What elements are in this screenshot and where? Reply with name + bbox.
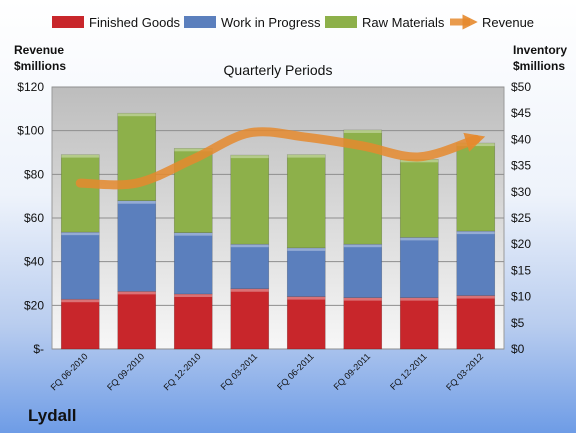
bar-raw-materials-7 <box>456 142 496 232</box>
revenue-line-path <box>75 127 486 190</box>
bar-highlight-2-4 <box>287 154 326 158</box>
company-name: Lydall <box>28 406 77 425</box>
legend-label-raw-materials: Raw Materials <box>362 15 445 30</box>
x-tick-label-1: FQ 09-2010 <box>105 351 146 392</box>
legend-label-finished-goods: Finished Goods <box>89 15 181 30</box>
bar-raw-materials-0 <box>60 154 100 233</box>
bar-highlight-0-7 <box>456 295 495 299</box>
bar-raw-materials-6 <box>399 159 439 238</box>
right-tick-label-1: $5 <box>511 316 525 330</box>
legend: Finished Goods Work in Progress Raw Mate… <box>52 14 534 30</box>
bar-finished-goods-1 <box>117 291 157 350</box>
right-tick-label-5: $25 <box>511 211 531 225</box>
right-tick-label-9: $45 <box>511 106 531 120</box>
legend-swatch-work-in-progress <box>184 16 216 28</box>
bar-work-in-progress-2 <box>173 232 213 295</box>
left-axis: $- $20 $40 $60 $80 $100 $120 <box>17 80 44 356</box>
right-axis-title-line2: $millions <box>513 59 565 73</box>
bar-highlight-0-1 <box>117 291 156 295</box>
left-tick-label-2: $40 <box>24 255 44 269</box>
bar-highlight-1-2 <box>174 232 213 236</box>
bar-work-in-progress-5 <box>343 243 383 298</box>
x-tick-label-7: FQ 03-2012 <box>444 351 485 392</box>
revenue-line <box>75 127 486 190</box>
left-tick-label-0: $- <box>33 342 44 356</box>
left-tick-label-6: $120 <box>17 80 44 94</box>
bar-highlight-0-0 <box>61 299 100 303</box>
bar-highlight-2-3 <box>230 155 269 159</box>
bar-highlight-0-3 <box>230 288 269 292</box>
x-tick-label-2: FQ 12-2010 <box>162 351 203 392</box>
bar-finished-goods-6 <box>399 297 439 350</box>
bar-highlight-2-2 <box>174 148 213 152</box>
left-tick-label-3: $60 <box>24 211 44 225</box>
bar-highlight-1-4 <box>287 247 326 251</box>
bar-highlight-2-1 <box>117 113 156 117</box>
bar-highlight-1-5 <box>343 244 382 248</box>
bar-highlight-1-7 <box>456 231 495 235</box>
bars <box>60 112 496 350</box>
bar-finished-goods-5 <box>343 297 383 350</box>
legend-swatch-raw-materials <box>325 16 357 28</box>
x-tick-label-5: FQ 09-2011 <box>332 351 373 392</box>
bar-work-in-progress-4 <box>286 247 326 297</box>
right-tick-label-8: $40 <box>511 132 531 146</box>
right-tick-label-10: $50 <box>511 80 531 94</box>
bar-finished-goods-3 <box>230 288 270 350</box>
bar-highlight-1-3 <box>230 244 269 248</box>
bar-highlight-1-6 <box>400 237 439 241</box>
bar-highlight-0-5 <box>343 297 382 301</box>
left-tick-label-4: $80 <box>24 167 44 181</box>
bar-finished-goods-2 <box>173 293 213 350</box>
left-tick-label-5: $100 <box>17 124 44 138</box>
right-tick-label-4: $20 <box>511 237 531 251</box>
bar-highlight-2-5 <box>343 129 382 133</box>
right-axis: $0 $5 $10 $15 $20 $25 $30 $35 $40 $45 $50 <box>511 80 531 356</box>
bar-finished-goods-0 <box>60 298 100 350</box>
bar-work-in-progress-1 <box>117 200 157 292</box>
right-tick-label-2: $10 <box>511 290 531 304</box>
x-axis: FQ 06-2010 FQ 09-2010 FQ 12-2010 FQ 03-2011… <box>49 351 486 392</box>
bar-raw-materials-3 <box>230 154 270 245</box>
right-tick-label-0: $0 <box>511 342 525 356</box>
bar-work-in-progress-0 <box>60 231 100 300</box>
bar-highlight-2-0 <box>61 154 100 158</box>
left-axis-title-line1: Revenue <box>14 43 64 57</box>
left-tick-label-1: $20 <box>24 298 44 312</box>
bar-work-in-progress-6 <box>399 237 439 298</box>
right-tick-label-6: $30 <box>511 185 531 199</box>
right-tick-label-7: $35 <box>511 159 531 173</box>
x-tick-label-4: FQ 06-2011 <box>275 351 316 392</box>
bar-work-in-progress-7 <box>456 230 496 296</box>
legend-label-revenue: Revenue <box>482 15 534 30</box>
bar-raw-materials-4 <box>286 154 326 249</box>
legend-label-work-in-progress: Work in Progress <box>221 15 321 30</box>
bar-work-in-progress-3 <box>230 243 270 290</box>
left-axis-title-line2: $millions <box>14 59 66 73</box>
x-tick-label-6: FQ 12-2011 <box>388 351 429 392</box>
bar-highlight-0-6 <box>400 297 439 301</box>
bar-finished-goods-7 <box>456 295 496 350</box>
legend-swatch-finished-goods <box>52 16 84 28</box>
chart-subtitle: Quarterly Periods <box>224 62 333 78</box>
bar-highlight-0-4 <box>287 296 326 300</box>
bar-highlight-0-2 <box>174 293 213 297</box>
right-axis-title-line1: Inventory <box>513 43 567 57</box>
right-tick-label-3: $15 <box>511 263 531 277</box>
x-tick-label-3: FQ 03-2011 <box>219 351 260 392</box>
bar-highlight-1-1 <box>117 200 156 204</box>
x-tick-label-0: FQ 06-2010 <box>49 351 90 392</box>
bar-finished-goods-4 <box>286 296 326 350</box>
bar-highlight-1-0 <box>61 232 100 236</box>
